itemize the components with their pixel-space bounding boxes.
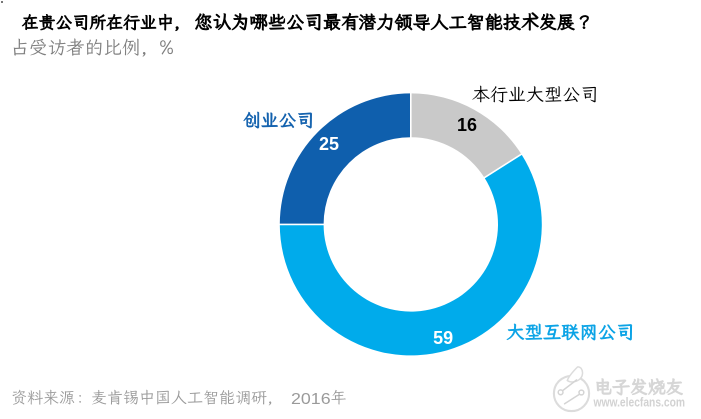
svg-text:2016: 2016 [291,391,331,408]
svg-text:www.elecfans.com: www.elecfans.com [593,395,685,410]
svg-text:59: 59 [433,328,453,348]
svg-text:25: 25 [319,134,339,154]
svg-text:16: 16 [457,115,477,135]
